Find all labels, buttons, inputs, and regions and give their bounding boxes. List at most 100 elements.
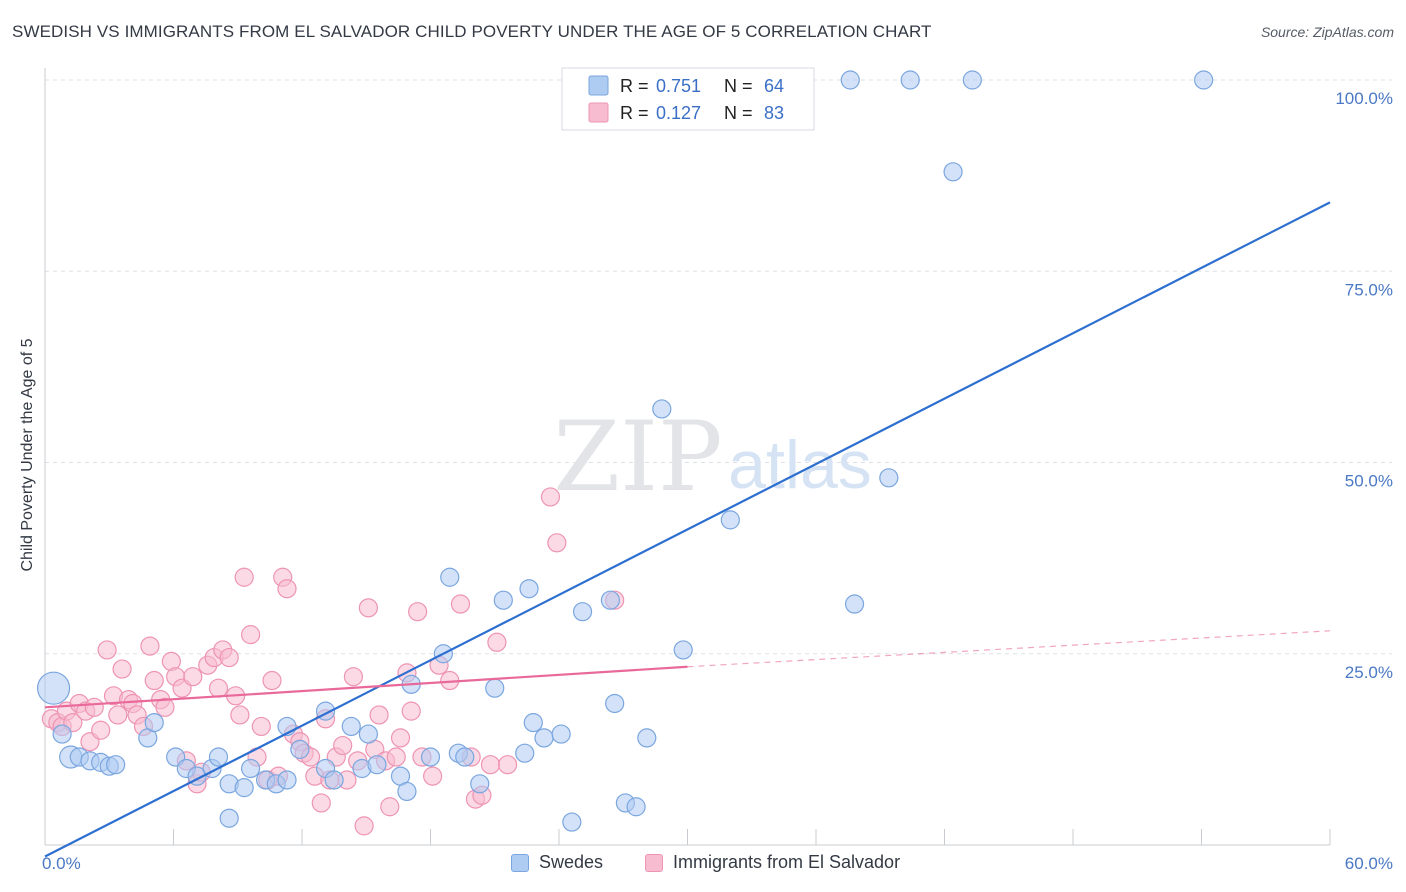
salvador-point: [480, 755, 501, 775]
swedes-point: [962, 70, 982, 90]
salvador-point: [343, 667, 363, 687]
salvador-point: [369, 705, 389, 725]
legend-n-value-1: 64: [764, 76, 784, 96]
swedes-point: [52, 724, 72, 744]
swedes-point: [208, 747, 229, 767]
swedes-point: [341, 716, 361, 737]
swedes-point: [652, 399, 672, 419]
salvador-point: [333, 735, 353, 756]
trend-lines: [44, 201, 1331, 858]
salvador-point: [450, 594, 471, 614]
swedes-label: Swedes: [539, 852, 604, 872]
swedes-swatch: [511, 853, 529, 872]
tick-labels: 100.0% 75.0% 50.0% 25.0% 0.0% 60.0%: [42, 89, 1393, 873]
swedes-point: [519, 579, 539, 599]
grid-layer: [44, 68, 1392, 846]
swedes-point: [1194, 70, 1214, 90]
salvador-point: [155, 697, 175, 717]
salvador-point: [234, 567, 254, 587]
swedes-point: [440, 567, 460, 587]
watermark-zip: ZIP: [553, 401, 722, 513]
salvador-point: [219, 647, 239, 668]
x-tick-label: 60.0%: [1345, 854, 1393, 873]
swedes-point: [470, 774, 490, 794]
swedes-point: [106, 755, 126, 775]
salvador-point: [262, 670, 282, 691]
swedes-point: [562, 812, 582, 832]
swedes-point: [36, 671, 71, 705]
salvador-point: [208, 678, 229, 698]
swedes-point: [241, 758, 261, 779]
salvador-point: [97, 640, 117, 660]
salvador-point: [380, 797, 400, 817]
salvador-point: [140, 636, 160, 656]
salvador-point: [498, 755, 518, 775]
y-tick-label: 100.0%: [1335, 89, 1393, 108]
legend-n-label-1: N =: [724, 76, 753, 96]
swedes-point: [551, 724, 571, 744]
swedes-point: [397, 781, 417, 802]
swedes-point: [367, 755, 387, 775]
swedes-point: [277, 770, 297, 790]
swedes-point: [943, 162, 963, 182]
salvador-point: [358, 598, 378, 618]
swedes-point: [572, 602, 593, 622]
x-tick-label: 0.0%: [42, 854, 81, 873]
salvador-point: [241, 625, 261, 645]
swedes-point: [626, 797, 646, 817]
salvador-point: [251, 716, 271, 737]
swedes-point: [455, 747, 475, 767]
legend-n-label-2: N =: [724, 103, 753, 123]
swedes-point: [493, 590, 513, 610]
swedes-point: [290, 739, 310, 759]
bottom-legend: Swedes Immigrants from El Salvador: [0, 852, 1406, 878]
swedes-point: [844, 594, 865, 614]
swedes-point: [600, 590, 621, 610]
salvador-point: [277, 579, 297, 599]
y-tick-label: 75.0%: [1345, 280, 1393, 299]
salvador-point: [354, 816, 374, 836]
swedes-point: [515, 743, 535, 763]
salvador-point: [401, 701, 421, 721]
y-tick-label: 50.0%: [1345, 472, 1393, 491]
swedes-point: [879, 468, 899, 488]
salvador-point: [84, 697, 104, 717]
salvador-point: [112, 659, 132, 679]
swedes-point: [840, 70, 860, 90]
swedes-point: [534, 728, 554, 748]
swedes-point: [720, 510, 740, 530]
swedes-point: [637, 728, 657, 748]
swedes-point: [219, 808, 239, 828]
salvador-point: [540, 487, 561, 507]
salvador-trend-extension: [687, 630, 1331, 668]
salvador-point: [311, 793, 331, 813]
swedes-point: [673, 640, 693, 660]
swedes-point: [485, 678, 505, 698]
salvador-swatch: [645, 853, 663, 872]
legend-n-value-2: 83: [764, 103, 784, 123]
chart-title: SWEDISH VS IMMIGRANTS FROM EL SALVADOR C…: [12, 22, 932, 41]
salvador-point: [408, 602, 428, 622]
y-tick-label: 25.0%: [1345, 663, 1393, 682]
swedes-point: [900, 70, 920, 90]
legend-r-label-1: R =: [620, 76, 649, 96]
salvador-point: [230, 705, 250, 725]
legend-r-value-1: 0.751: [656, 76, 701, 96]
salvador-trend-line: [44, 665, 688, 709]
legend-box: R = 0.751 N = 64 R = 0.127 N = 83: [561, 67, 815, 131]
legend-swatch-salvador: [588, 102, 609, 123]
swedes-point: [234, 778, 254, 798]
salvador-point: [91, 720, 111, 740]
salvador-point: [423, 766, 443, 786]
salvador-point: [547, 533, 567, 553]
legend-r-label-2: R =: [620, 103, 649, 123]
salvador-point: [183, 667, 203, 687]
salvador-point: [386, 747, 406, 767]
legend-r-value-2: 0.127: [656, 103, 701, 123]
salvador-point: [487, 632, 507, 652]
legend-item-salvador: Immigrants from El Salvador: [645, 852, 900, 873]
salvador-point: [108, 705, 128, 725]
swedes-point: [324, 770, 344, 790]
watermark: ZIP atlas: [553, 401, 871, 513]
